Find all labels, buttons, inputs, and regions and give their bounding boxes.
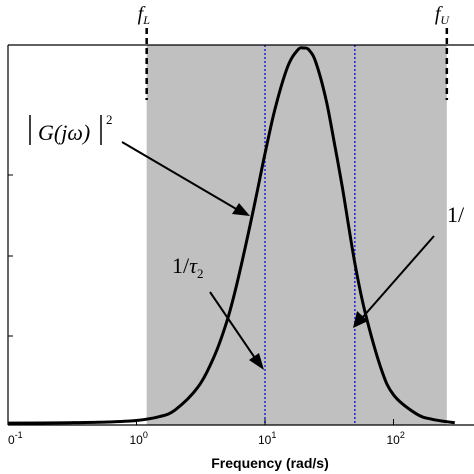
- magnitude-arrow-shaft: [121, 141, 239, 211]
- tau1-annotation: 1/: [353, 202, 465, 328]
- tau1-arrowhead: [353, 311, 368, 328]
- band-upper-f: f: [435, 3, 443, 25]
- band-lower-sub: L: [142, 13, 150, 27]
- tau2-arrow-shaft: [209, 291, 256, 359]
- band-lower-label: fL: [138, 3, 151, 27]
- frequency-band: [146, 45, 447, 425]
- tau1-label: 1/: [447, 202, 465, 227]
- magnitude-curve: [7, 46, 455, 425]
- x-tick-label: 0-1: [8, 430, 23, 447]
- band-lower-f: f: [138, 3, 146, 25]
- magnitude-exponent: 2: [106, 112, 113, 127]
- magnitude-arrowhead: [232, 203, 250, 216]
- x-axis-ticks: 0-1 100 101 102: [7, 419, 405, 447]
- band-upper-sub: U: [440, 13, 450, 27]
- band-upper-label: fU: [435, 3, 451, 27]
- magnitude-annotation: G(jω) 2: [29, 112, 250, 216]
- corner-frequency-lines: [264, 45, 356, 425]
- tau1-arrow-shaft: [361, 235, 435, 319]
- tau2-arrowhead: [249, 353, 264, 370]
- magnitude-label: G(jω): [38, 120, 90, 145]
- x-axis-label: Frequency (rad/s): [211, 455, 328, 471]
- x-tick-label: 102: [387, 430, 405, 447]
- x-tick-label: 100: [130, 430, 148, 447]
- x-tick-label: 101: [258, 430, 276, 447]
